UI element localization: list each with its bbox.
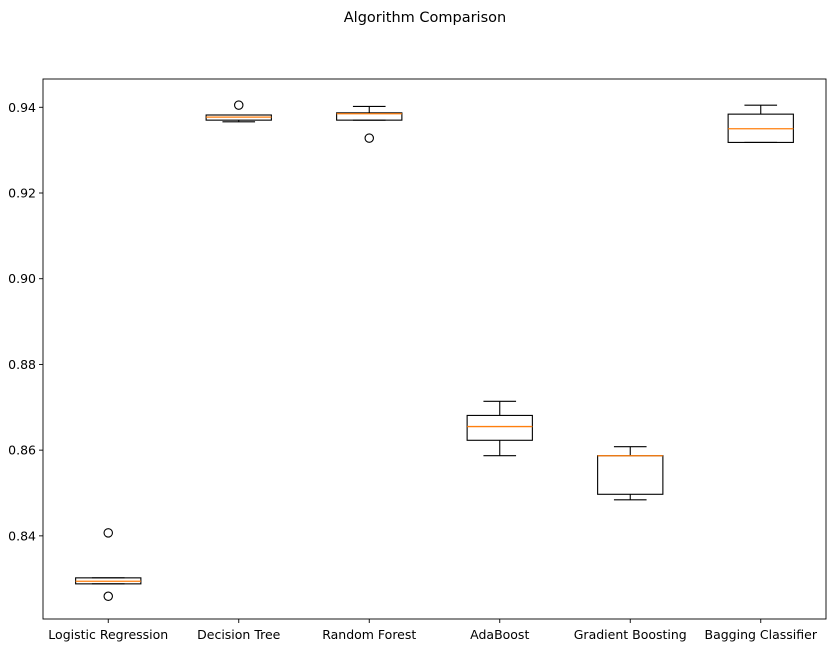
outlier-point: [103, 591, 114, 602]
y-tick-label: 0.92: [8, 186, 36, 201]
x-tick-label: Bagging Classifier: [705, 627, 818, 642]
x-axis: Logistic Regression Decision Tree Random F…: [48, 619, 818, 642]
x-tick-label: Decision Tree: [197, 627, 281, 642]
y-tick-label: 0.94: [8, 100, 36, 115]
box-group: [727, 104, 794, 143]
box-group: [75, 528, 142, 602]
x-tick-label: Logistic Regression: [48, 627, 168, 642]
box-group: [336, 105, 403, 143]
box-iqr: [466, 414, 533, 441]
y-tick-label: 0.84: [8, 528, 36, 543]
y-tick-label: 0.86: [8, 443, 36, 458]
outlier-point: [364, 133, 374, 143]
x-tick-label: Gradient Boosting: [574, 627, 687, 642]
box-iqr: [336, 112, 403, 121]
box-iqr: [597, 455, 664, 495]
outlier-point: [234, 100, 244, 110]
y-tick-label: 0.90: [8, 271, 36, 286]
plot-area-frame: [42, 78, 827, 620]
y-axis: 0.84 0.86 0.88 0.90 0.92 0.94: [8, 100, 43, 543]
box-series: [75, 100, 794, 602]
x-tick-label: Random Forest: [322, 627, 416, 642]
box-group: [597, 446, 664, 501]
box-group: [205, 100, 272, 123]
x-tick-label: AdaBoost: [470, 627, 529, 642]
y-tick-label: 0.88: [8, 357, 36, 372]
box-group: [466, 400, 533, 457]
chart-title: Algorithm Comparison: [344, 10, 506, 26]
outlier-point: [103, 528, 114, 538]
